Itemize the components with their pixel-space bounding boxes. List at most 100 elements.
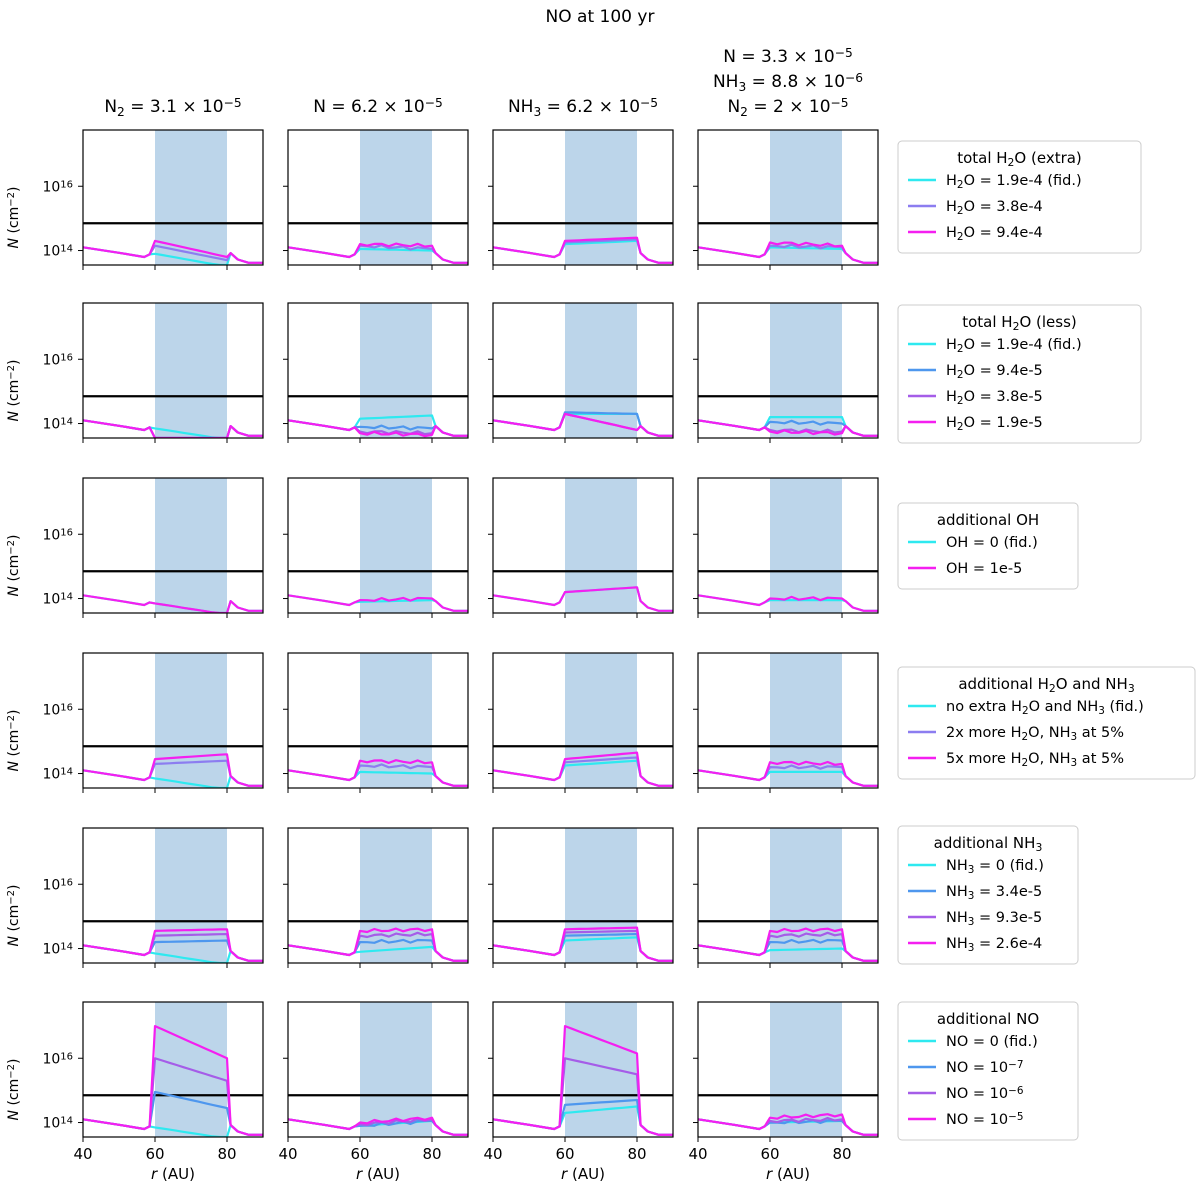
panel-r6-c3: 40 60 80 r (AU) xyxy=(483,1001,674,1183)
y-tick-label: 1014 xyxy=(42,1115,73,1132)
column-headers: N2 = 3.1 × 10−5 N = 6.2 × 10−5 NH3 = 6.2 ×… xyxy=(104,46,863,119)
panel-r3-c1: 1014 1016 N (cm−2) xyxy=(6,477,264,618)
axes-frame xyxy=(697,129,879,266)
shaded-band xyxy=(155,130,227,265)
shaded-band xyxy=(360,478,432,613)
series-line-4 xyxy=(83,419,263,438)
y-axis-label: N (cm−2) xyxy=(6,187,23,249)
legend-frame xyxy=(897,140,1142,254)
axes-frame xyxy=(492,1001,674,1138)
axes-frame xyxy=(697,302,879,439)
legend-title: total H2O (less) xyxy=(962,313,1077,333)
x-axis-label: r (AU) xyxy=(151,1165,195,1183)
legend-entry: H2O = 3.8e-4 xyxy=(946,199,1043,217)
axes-frame xyxy=(287,827,469,964)
series-line-2 xyxy=(493,586,673,612)
legend-entry: NO = 0 (fid.) xyxy=(946,1034,1038,1050)
y-axis-label: N (cm−2) xyxy=(6,710,23,772)
x-axis-label: r (AU) xyxy=(561,1165,605,1183)
legend-title: additional NH3 xyxy=(934,834,1043,854)
axes-frame xyxy=(287,477,469,614)
axes-frame xyxy=(697,1001,879,1138)
panel-r2-c3 xyxy=(488,302,674,443)
y-tick-label: 1016 xyxy=(42,702,73,719)
legend-entry: NH3 = 3.4e-5 xyxy=(946,884,1042,902)
axes-frame xyxy=(697,827,879,964)
legend-row-3: additional OH OH = 0 (fid.) OH = 1e-5 xyxy=(897,502,1079,590)
y-axis-label: N (cm−2) xyxy=(6,360,23,422)
series-line-4 xyxy=(493,412,673,437)
shaded-band xyxy=(565,653,637,788)
legend-frame xyxy=(897,825,1079,965)
legend-entry: OH = 0 (fid.) xyxy=(946,535,1038,551)
figure-title: NO at 100 yr xyxy=(546,7,655,27)
x-tick-label: 80 xyxy=(627,1145,646,1163)
panel-r1-c1: 1014 1016 N (cm−2) xyxy=(6,129,264,270)
shaded-band xyxy=(770,478,842,613)
column-header-4-line-2: NH3 = 8.8 × 10−6 xyxy=(713,71,863,94)
x-tick-label: 80 xyxy=(422,1145,441,1163)
y-axis-label: N (cm−2) xyxy=(6,535,23,597)
panel-r4-c3 xyxy=(488,652,674,793)
series-line-3 xyxy=(698,241,878,264)
panel-r6-c4: 40 60 80 r (AU) xyxy=(688,1001,879,1183)
series-line-4 xyxy=(288,1116,468,1136)
x-axis-label: r (AU) xyxy=(766,1165,810,1183)
series-line-4 xyxy=(83,1025,263,1136)
legend-row-5: additional NH3 NH3 = 0 (fid.) NH3 = 3.4e-5… xyxy=(897,825,1079,965)
shaded-band xyxy=(360,653,432,788)
shaded-band xyxy=(155,478,227,613)
shaded-band xyxy=(770,303,842,438)
series-line-4 xyxy=(698,419,878,437)
y-tick-label: 1014 xyxy=(42,766,73,783)
legend-entry: H2O = 1.9e-5 xyxy=(946,415,1043,433)
legend-frame xyxy=(897,666,1196,780)
legend-title: additional OH xyxy=(937,511,1039,529)
legend-entry: 2x more H2O, NH3 at 5% xyxy=(946,725,1124,743)
legend-row-2: total H2O (less) H2O = 1.9e-4 (fid.) H2O =… xyxy=(897,304,1142,444)
x-tick-label: 60 xyxy=(760,1145,779,1163)
axes-frame xyxy=(492,302,674,439)
legend-entry: H2O = 3.8e-5 xyxy=(946,389,1043,407)
legend-row-4: additional H2O and NH3 no extra H2O and N… xyxy=(897,666,1196,780)
legend-entry: NO = 10−6 xyxy=(946,1085,1023,1103)
panel-r3-c2 xyxy=(283,477,469,618)
legend-entry: NH3 = 0 (fid.) xyxy=(946,858,1044,876)
legend-frame xyxy=(897,304,1142,444)
axes-frame xyxy=(82,477,264,614)
y-tick-label: 1016 xyxy=(42,877,73,894)
axes-frame xyxy=(492,827,674,964)
axes-frame xyxy=(82,302,264,439)
x-tick-label: 40 xyxy=(278,1145,297,1163)
panel-r1-c3 xyxy=(488,129,674,270)
series-line-4 xyxy=(493,1025,673,1136)
axes-frame xyxy=(492,129,674,266)
legend-frame xyxy=(897,502,1079,590)
legend-row-1: total H2O (extra) H2O = 1.9e-4 (fid.) H2O … xyxy=(897,140,1142,254)
shaded-band xyxy=(565,478,637,613)
axes-frame xyxy=(287,652,469,789)
series-line-4 xyxy=(493,926,673,962)
panel-r4-c2 xyxy=(283,652,469,793)
panel-r5-c1: 1014 1016 N (cm−2) xyxy=(6,827,264,968)
axes-frame xyxy=(82,652,264,789)
x-tick-label: 40 xyxy=(688,1145,707,1163)
panel-r6-c2: 40 60 80 r (AU) xyxy=(278,1001,469,1183)
panel-r3-c4 xyxy=(693,477,879,618)
panel-r1-c4 xyxy=(693,129,879,270)
column-header-4-line-1: N = 3.3 × 10−5 xyxy=(723,46,853,67)
axes-frame xyxy=(697,652,879,789)
series-line-2 xyxy=(288,594,468,612)
legend-title: additional NO xyxy=(937,1010,1039,1028)
legend-row-6: additional NO NO = 0 (fid.) NO = 10−7 NO = … xyxy=(897,1001,1079,1141)
shaded-band xyxy=(360,1002,432,1137)
shaded-band xyxy=(155,303,227,438)
legend-title: total H2O (extra) xyxy=(957,149,1082,169)
axes-frame xyxy=(287,129,469,266)
axes-frame xyxy=(697,477,879,614)
x-tick-label: 60 xyxy=(350,1145,369,1163)
column-header-2-line-1: N = 6.2 × 10−5 xyxy=(313,96,443,117)
legend-entry: NO = 10−5 xyxy=(946,1111,1023,1129)
panel-r2-c1: 1014 1016 N (cm−2) xyxy=(6,302,264,443)
